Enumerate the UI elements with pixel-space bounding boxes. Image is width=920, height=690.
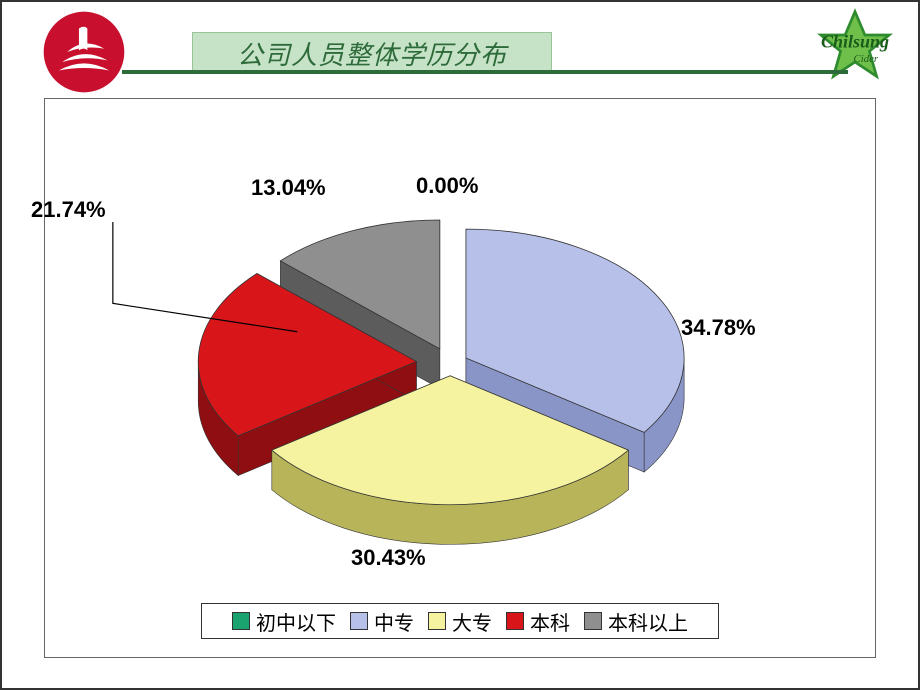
- pct-label-benke: 21.74%: [31, 197, 106, 223]
- slide: Chilsung Cider 公司人员整体学历分布 0.00% 34.78% 3…: [0, 0, 920, 690]
- slide-title-text: 公司人员整体学历分布: [237, 35, 507, 72]
- company-logo-icon: [42, 10, 126, 94]
- header-rule: [122, 70, 848, 74]
- legend-item: 中专: [350, 607, 414, 636]
- cider-text: Cider: [854, 53, 879, 65]
- legend-swatch: [232, 612, 250, 630]
- legend-item: 本科以上: [584, 607, 688, 636]
- legend-item: 大专: [428, 607, 492, 636]
- legend-item: 本科: [506, 607, 570, 636]
- legend-swatch: [428, 612, 446, 630]
- chart-container: 0.00% 34.78% 30.43% 21.74% 13.04% 初中以下 中专…: [44, 98, 876, 658]
- slide-title: 公司人员整体学历分布: [192, 32, 552, 74]
- legend-label: 本科: [530, 607, 570, 636]
- legend-item: 初中以下: [232, 607, 336, 636]
- legend-label: 大专: [452, 607, 492, 636]
- legend-label: 初中以下: [256, 607, 336, 636]
- pct-label-zero: 0.00%: [416, 173, 478, 199]
- legend-swatch: [506, 612, 524, 630]
- legend-label: 中专: [374, 607, 414, 636]
- chilsung-logo-icon: Chilsung Cider: [810, 8, 900, 88]
- legend-swatch: [350, 612, 368, 630]
- pct-label-dazhuan: 30.43%: [351, 545, 426, 571]
- legend: 初中以下 中专 大专 本科 本科以上: [201, 603, 719, 639]
- pct-label-benkeyishang: 13.04%: [251, 175, 326, 201]
- legend-label: 本科以上: [608, 607, 688, 636]
- pie-chart: 0.00% 34.78% 30.43% 21.74% 13.04%: [51, 105, 869, 591]
- legend-swatch: [584, 612, 602, 630]
- chart-inner: 0.00% 34.78% 30.43% 21.74% 13.04% 初中以下 中专…: [51, 105, 869, 651]
- chilsung-text: Chilsung: [821, 32, 889, 52]
- pct-label-zhongzhuan: 34.78%: [681, 315, 756, 341]
